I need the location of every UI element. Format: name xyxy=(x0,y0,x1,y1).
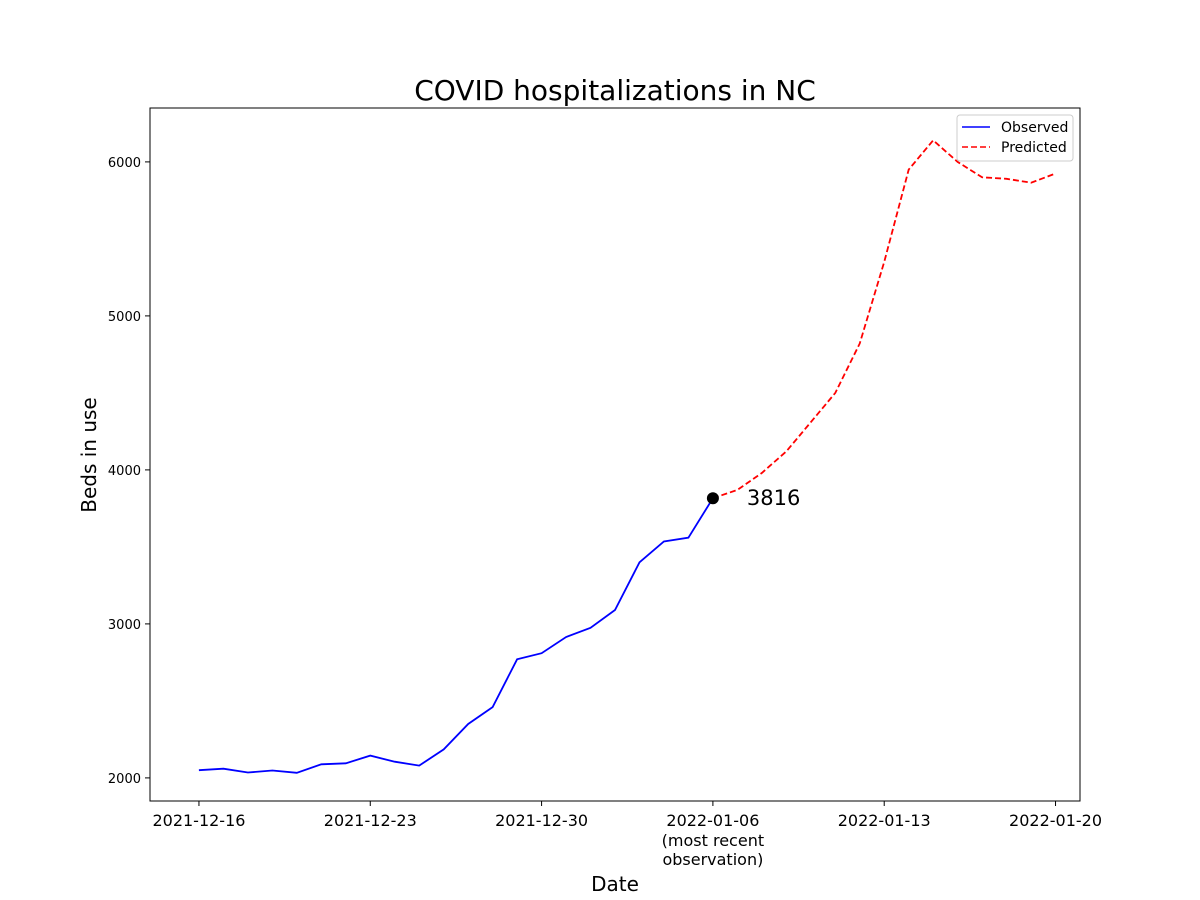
x-tick-label: 2021-12-30 xyxy=(495,811,588,830)
legend-label-observed: Observed xyxy=(1001,120,1068,136)
y-tick-label: 2000 xyxy=(108,772,141,787)
series-line-observed xyxy=(198,497,714,774)
y-tick-label: 4000 xyxy=(108,464,141,479)
y-axis-label: Beds in use xyxy=(77,397,101,513)
x-tick-label: 2022-01-13 xyxy=(838,811,931,830)
x-tick-label: 2022-01-20 xyxy=(1009,811,1102,830)
y-axis: 2000 3000 4000 5000 6000 xyxy=(108,156,150,787)
series-layer xyxy=(198,139,1056,774)
y-tick-label: 6000 xyxy=(108,156,141,171)
x-tick-sublabel: (most recent xyxy=(662,831,764,850)
x-tick-label: 2022-01-06 xyxy=(666,811,759,830)
annotation-marker xyxy=(706,492,719,505)
annotation-layer: 3816 xyxy=(706,486,800,510)
x-axis: 2021-12-16 2021-12-23 2021-12-30 2022-01-06… xyxy=(152,801,1102,869)
legend: Observed Predicted xyxy=(956,114,1074,162)
x-tick-label: 2021-12-16 xyxy=(152,811,245,830)
annotation-label: 3816 xyxy=(747,486,800,510)
x-tick-sublabel: observation) xyxy=(662,850,763,869)
plot-area xyxy=(149,107,1081,802)
y-tick-label: 3000 xyxy=(108,618,141,633)
chart-title: COVID hospitalizations in NC xyxy=(414,74,816,107)
y-tick-label: 5000 xyxy=(108,310,141,325)
series-line-predicted xyxy=(712,139,1056,500)
legend-label-predicted: Predicted xyxy=(1001,140,1067,156)
x-tick-label: 2021-12-23 xyxy=(324,811,417,830)
x-axis-label: Date xyxy=(591,872,639,896)
